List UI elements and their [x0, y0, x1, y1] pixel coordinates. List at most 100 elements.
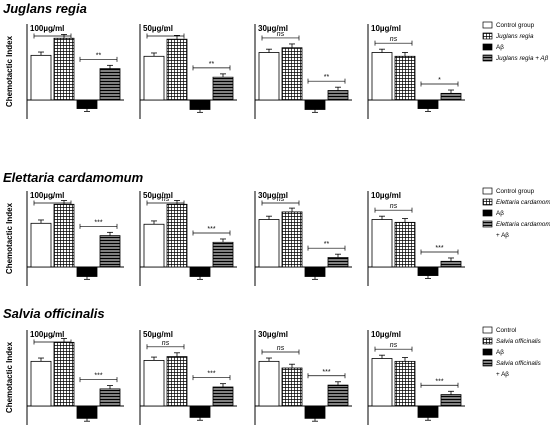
significance-bracket: **: [307, 241, 346, 251]
bar: [258, 360, 280, 407]
legend-swatch: [482, 220, 493, 228]
significance-label: *: [51, 196, 54, 203]
legend-label: Aβ: [496, 349, 504, 356]
significance-label: ns: [277, 31, 285, 38]
legend-label: Control group: [496, 22, 535, 29]
section-title: Juglans regia: [3, 1, 87, 16]
bar: [212, 76, 234, 101]
panel-4: 10µg/ml ns ***: [367, 191, 465, 286]
bar: [371, 52, 393, 101]
bar: [440, 260, 462, 268]
legend-label: Salvia officinalis: [496, 360, 542, 367]
y-axis-label: Chemotactic Index: [5, 341, 14, 413]
concentration-label: 10µg/ml: [371, 191, 401, 200]
legend-label: Juglans regia + Aβ: [495, 55, 549, 62]
significance-label: *: [51, 335, 54, 342]
significance-label: ***: [435, 378, 443, 385]
significance-bracket: *: [33, 335, 72, 345]
significance-bracket: *: [33, 196, 72, 206]
bar: [53, 341, 75, 407]
significance-bracket: ns: [261, 345, 300, 355]
bar: [30, 360, 52, 407]
significance-bracket: *: [420, 77, 459, 87]
significance-label: **: [209, 61, 215, 68]
significance-bracket: ***: [192, 226, 231, 236]
significance-label: ns: [277, 196, 285, 203]
significance-bracket: ns: [374, 36, 413, 46]
panel-3: 30µg/ml ns ***: [254, 330, 352, 425]
significance-label: ***: [207, 371, 215, 378]
bar: [327, 257, 349, 268]
significance-bracket: ***: [79, 219, 118, 229]
legend-label: Control group: [496, 188, 535, 195]
bar: [258, 52, 280, 101]
concentration-label: 50µg/ml: [143, 330, 173, 339]
bar: [304, 266, 326, 277]
significance-label: **: [324, 241, 330, 248]
significance-label: ***: [94, 219, 102, 226]
bar: [394, 55, 416, 101]
significance-bracket: **: [192, 61, 231, 71]
bar: [99, 235, 121, 268]
legend: Control group Juglans regia Aβ Juglans regi…: [482, 21, 549, 62]
bar: [440, 394, 462, 407]
significance-bracket: ***: [420, 378, 459, 388]
legend-label: Aβ: [496, 210, 504, 217]
significance-bracket: *: [146, 29, 185, 39]
bar: [394, 360, 416, 407]
bar: [327, 384, 349, 407]
legend: Control group Elettaria cardamomum Aβ Elett…: [482, 187, 550, 239]
significance-bracket: *: [33, 29, 72, 39]
bar: [281, 367, 303, 407]
significance-bracket: **: [79, 52, 118, 62]
legend-swatch: [482, 32, 493, 40]
bar: [30, 222, 52, 268]
section-title: Salvia officinalis: [3, 306, 105, 321]
legend-label: + Aβ: [496, 232, 509, 239]
legend-swatch: [482, 348, 493, 356]
bar: [304, 99, 326, 110]
panel-4: 10µg/ml ns *: [367, 24, 465, 119]
concentration-label: 10µg/ml: [371, 24, 401, 33]
bar: [166, 356, 188, 407]
significance-bracket: **: [307, 74, 346, 84]
concentration-label: 100µg/ml: [30, 24, 64, 33]
significance-bracket: ***: [192, 371, 231, 381]
legend-swatch: [482, 54, 493, 62]
legend-swatch: [482, 359, 493, 367]
significance-label: ns: [162, 196, 170, 203]
significance-label: *: [51, 29, 54, 36]
bar: [76, 266, 98, 277]
significance-label: ns: [277, 345, 285, 352]
bar: [76, 99, 98, 109]
significance-bracket: ns: [261, 196, 300, 206]
legend-label: Elettaria cardamomum: [496, 199, 550, 206]
bar: [371, 219, 393, 268]
significance-bracket: ***: [79, 373, 118, 383]
concentration-label: 50µg/ml: [143, 24, 173, 33]
bar: [189, 99, 211, 110]
bar: [417, 266, 439, 276]
bar: [417, 99, 439, 109]
bar: [371, 358, 393, 407]
significance-bracket: ns: [146, 340, 185, 350]
significance-bracket: ns: [374, 342, 413, 352]
bar: [166, 203, 188, 268]
bar: [53, 37, 75, 101]
significance-bracket: ***: [307, 369, 346, 379]
panel-1: 100µg/ml****: [26, 191, 124, 286]
bar: [417, 405, 439, 418]
significance-bracket: ns: [261, 31, 300, 41]
significance-label: ns: [162, 340, 170, 347]
bar: [53, 203, 75, 268]
legend-swatch: [482, 198, 493, 206]
legend-swatch: [482, 326, 493, 334]
bar: [189, 266, 211, 277]
bar: [143, 359, 165, 407]
legend-swatch: [482, 21, 493, 29]
